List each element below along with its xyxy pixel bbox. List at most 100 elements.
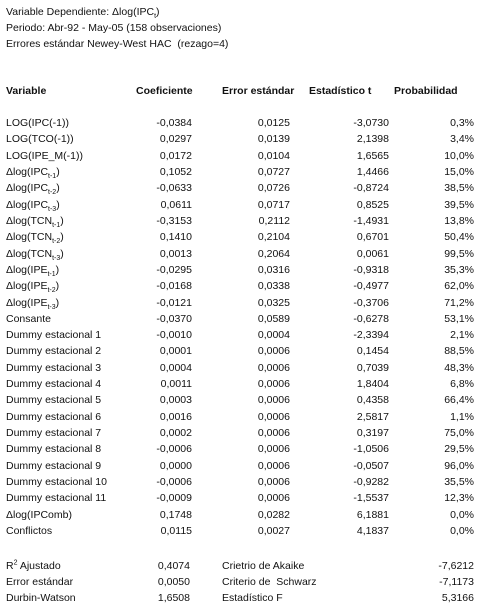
variable-name: Dummy estacional 10 — [6, 476, 107, 489]
cell-value: -1,4931 — [353, 214, 389, 227]
cell-value: 99,5% — [444, 247, 474, 260]
stat-value: 5,3166 — [441, 592, 474, 604]
cell-value: -0,0010 — [156, 329, 192, 342]
cell-value: 48,3% — [444, 361, 474, 374]
cell-value: 0,4358 — [356, 394, 389, 407]
variable-name-post: ) — [56, 198, 60, 211]
cell-value: 10,0% — [444, 149, 474, 162]
cell-value: 3,4% — [450, 133, 474, 146]
cell-value: 2,1% — [450, 329, 474, 342]
cell-value: 0,0338 — [257, 280, 290, 293]
cell-value: -0,0507 — [353, 459, 389, 472]
variable-name-sub: t-1 — [52, 222, 61, 229]
cell-value: 0,0002 — [159, 427, 192, 440]
cell-value: 0,0006 — [257, 378, 290, 391]
cell-value: 0,0139 — [257, 133, 290, 146]
cell-value: 0,0006 — [257, 459, 290, 472]
variable-name: Δlog(IPCt-2) — [6, 182, 60, 196]
cell-value: 0,0727 — [257, 165, 290, 178]
variable-name-post: ) — [60, 247, 64, 260]
variable-name-post: ) — [55, 280, 60, 293]
variable-name: Δlog(TCNt-3) — [6, 247, 64, 262]
variable-name: Δlog(IPEt-1) — [6, 263, 60, 278]
stat-label: Error estándar — [6, 576, 74, 588]
column-header: Error estándar — [222, 85, 295, 97]
cell-value: 88,5% — [444, 345, 474, 358]
cell-value: 0,1052 — [159, 165, 192, 178]
variable-name-pre: Δlog(TCN — [6, 231, 53, 244]
cell-value: 0,2112 — [258, 214, 290, 227]
cell-value: 0,2104 — [257, 231, 290, 244]
cell-value: -0,6278 — [353, 312, 389, 325]
variable-name: Dummy estacional 7 — [6, 427, 102, 440]
column-header: Coeficiente — [136, 85, 193, 97]
variable-name: Dummy estacional 2 — [6, 345, 102, 358]
cell-value: 1,6565 — [356, 149, 389, 162]
variable-name-post: ) — [55, 263, 60, 276]
cell-value: 0,1748 — [159, 508, 192, 521]
variable-name: LOG(TCO(-1)) — [6, 133, 74, 146]
cell-value: 12,3% — [444, 492, 474, 505]
cell-value: 0,0001 — [159, 345, 192, 358]
cell-value: 0,0006 — [257, 394, 290, 407]
cell-value: 0,0006 — [257, 476, 290, 489]
cell-value: 71,2% — [444, 296, 474, 309]
variable-name-pre: Δlog(IPC — [6, 198, 49, 211]
cell-value: 0,0004 — [257, 329, 290, 342]
cell-value: 0,2064 — [257, 247, 290, 260]
cell-value: 1,8404 — [356, 378, 389, 391]
variable-name: Δlog(IPComb) — [6, 508, 72, 521]
cell-value: -0,0295 — [156, 263, 192, 276]
cell-value: -0,3153 — [156, 214, 192, 227]
cell-value: -0,8724 — [353, 182, 389, 195]
cell-value: 13,8% — [444, 214, 474, 227]
variable-name: Δlog(IPEt-2) — [6, 280, 60, 295]
cell-value: 0,0013 — [159, 247, 192, 260]
cell-value: 39,5% — [444, 198, 474, 211]
cell-value: 4,1837 — [356, 525, 389, 537]
cell-value: 0,0% — [450, 525, 474, 537]
variable-name-pre: Δlog(IPE — [6, 280, 48, 293]
variable-name-pre: Δlog(TCN — [6, 247, 53, 260]
variable-name-post: ) — [56, 165, 60, 178]
variable-name-sub: t-2 — [47, 287, 56, 295]
cell-value: -0,0009 — [156, 492, 192, 505]
cell-value: 0,7039 — [356, 361, 389, 374]
header-line-post: ) — [156, 6, 160, 18]
variable-name: LOG(IPC(-1)) — [6, 117, 69, 129]
stat-value: -7,1173 — [439, 576, 474, 588]
stat-value: 0,4074 — [157, 560, 190, 572]
variable-name: Dummy estacional 1 — [6, 329, 102, 342]
cell-value: 0,0115 — [160, 525, 192, 537]
cell-value: -0,4977 — [353, 280, 389, 293]
variable-name-post: ) — [56, 182, 60, 195]
header-line: Periodo: Abr-92 - May-05 (158 observacio… — [6, 22, 222, 34]
cell-value: 0,0717 — [257, 198, 290, 211]
variable-name: Δlog(IPCt-1) — [6, 165, 60, 180]
variable-name: Δlog(TCNt-1) — [6, 214, 64, 229]
cell-value: 0,0006 — [257, 345, 290, 358]
cell-value: 6,8% — [450, 378, 474, 391]
cell-value: -0,9318 — [353, 263, 389, 276]
cell-value: 0,0006 — [257, 410, 290, 423]
cell-value: -0,0633 — [156, 182, 192, 195]
column-header: Variable — [6, 85, 47, 97]
cell-value: 0,0000 — [159, 459, 192, 472]
variable-name-sub: t-3 — [47, 303, 56, 311]
variable-name: Dummy estacional 3 — [6, 361, 102, 374]
header-line-sub: t — [154, 13, 157, 21]
cell-value: 29,5% — [444, 443, 474, 456]
cell-value: -3,0730 — [353, 117, 389, 129]
variable-name-pre: Δlog(TCN — [6, 214, 53, 227]
variable-name-sub: t-3 — [52, 254, 61, 262]
variable-name: Dummy estacional 11 — [6, 492, 107, 505]
variable-name-post: ) — [55, 296, 60, 309]
cell-value: -2,3394 — [353, 329, 389, 342]
stat-label: R2 Ajustado — [6, 560, 61, 573]
header-line-pre: Variable Dependiente: Δlog(IPC — [6, 6, 155, 18]
stat-value: -7,6212 — [438, 560, 474, 572]
cell-value: 0,0125 — [257, 117, 290, 129]
cell-value: -0,3706 — [353, 296, 389, 309]
cell-value: 0,8525 — [356, 198, 389, 211]
cell-value: 0,0003 — [159, 394, 192, 407]
